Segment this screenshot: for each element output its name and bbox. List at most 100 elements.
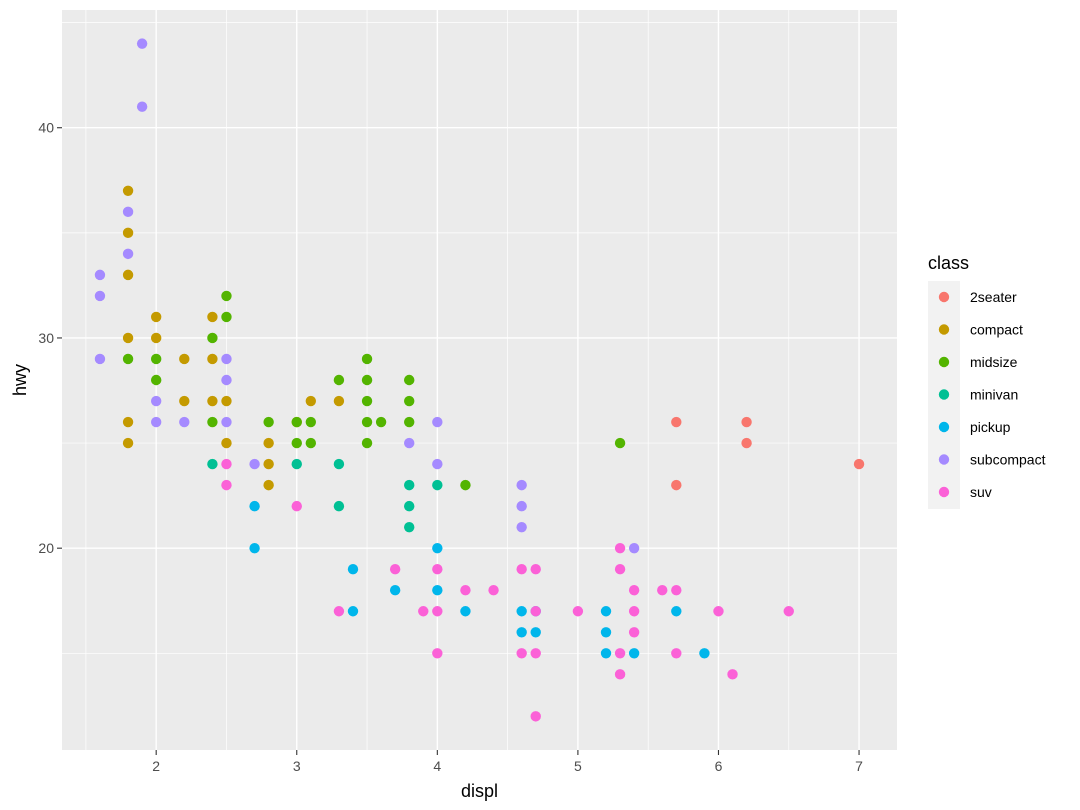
data-point (361, 437, 373, 449)
data-point (150, 416, 162, 428)
minor-gridlines (62, 10, 897, 750)
data-point (516, 500, 527, 512)
x-tick-label: 7 (855, 758, 863, 774)
x-tick-label: 4 (433, 758, 441, 774)
data-point (263, 437, 274, 449)
data-point (404, 521, 415, 533)
data-point (150, 374, 162, 386)
data-point (207, 458, 218, 470)
data-point (333, 458, 345, 470)
data-point (404, 395, 415, 407)
data-point (516, 648, 527, 659)
data-point (150, 332, 162, 344)
data-point (727, 669, 738, 680)
data-point (671, 648, 682, 659)
data-point (432, 542, 443, 554)
data-point (614, 669, 626, 680)
legend-label: compact (970, 322, 1023, 338)
data-point (460, 585, 471, 596)
data-point (136, 101, 148, 112)
data-point (249, 500, 260, 512)
data-point (516, 521, 527, 533)
data-point (221, 290, 232, 302)
data-point (628, 542, 640, 554)
data-point (404, 479, 415, 491)
legend-title: class (928, 253, 969, 273)
data-point (221, 395, 232, 407)
legend-label: 2seater (970, 289, 1017, 305)
data-point (122, 353, 134, 365)
y-axis-title: hwy (10, 364, 30, 396)
major-gridlines (62, 10, 897, 750)
data-point (713, 606, 724, 617)
data-point (221, 311, 232, 323)
data-point (853, 458, 865, 470)
data-point (333, 606, 345, 617)
y-tick-label: 20 (38, 540, 54, 556)
data-point (741, 416, 752, 428)
data-point (600, 627, 612, 638)
data-point (628, 585, 640, 596)
data-point (614, 542, 626, 554)
x-tick-label: 3 (293, 758, 301, 774)
data-point (122, 269, 134, 281)
data-point (179, 416, 190, 428)
data-point (347, 564, 359, 575)
data-point (600, 648, 612, 659)
data-point (122, 416, 134, 428)
data-point (516, 479, 527, 491)
legend-label: minivan (970, 387, 1018, 403)
data-point (347, 606, 359, 617)
data-point (150, 311, 162, 323)
data-point (432, 416, 443, 428)
data-point (361, 416, 373, 428)
y-tick-label: 40 (38, 120, 54, 136)
data-point (179, 395, 190, 407)
data-point (488, 585, 499, 596)
data-point (418, 606, 429, 617)
data-point (94, 353, 106, 365)
data-point (432, 606, 443, 617)
data-point (94, 290, 106, 302)
data-point (263, 479, 274, 491)
x-axis-ticks: 2 3 4 5 6 7 (152, 750, 863, 774)
x-tick-label: 5 (574, 758, 582, 774)
data-point (530, 606, 541, 617)
legend-key (938, 324, 950, 335)
data-point (221, 416, 232, 428)
data-point (249, 458, 260, 470)
data-point (375, 416, 387, 428)
legend-label: suv (970, 484, 992, 500)
data-point (207, 395, 218, 407)
legend-key (938, 454, 950, 465)
data-point (614, 648, 626, 659)
data-point (122, 206, 134, 218)
data-point (530, 648, 541, 659)
data-point (432, 648, 443, 659)
data-point (207, 311, 218, 323)
data-point (263, 416, 274, 428)
data-point (221, 374, 232, 386)
x-axis-title: displ (461, 781, 498, 801)
data-point (305, 395, 317, 407)
data-point (122, 332, 134, 344)
data-point (741, 437, 752, 449)
data-point (516, 627, 527, 638)
data-point (432, 585, 443, 596)
data-point (122, 248, 134, 260)
data-point (305, 416, 317, 428)
data-point (671, 585, 682, 596)
data-point (291, 500, 302, 512)
data-point (699, 648, 710, 659)
data-point (221, 479, 232, 491)
y-tick-label: 30 (38, 330, 54, 346)
data-point (600, 606, 612, 617)
data-point (671, 416, 682, 428)
data-point (614, 564, 626, 575)
data-point (361, 395, 373, 407)
legend-key (938, 421, 950, 433)
data-point (263, 458, 274, 470)
data-point (150, 353, 162, 365)
data-points (94, 38, 865, 722)
legend: class 2seater compact midsize minivan pickup… (928, 253, 1046, 509)
